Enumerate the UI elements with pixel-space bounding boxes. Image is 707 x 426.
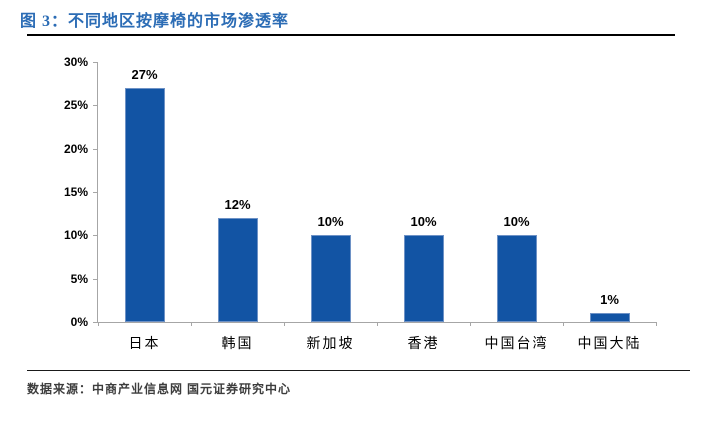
bar-column: 10% 新加坡 <box>284 62 377 352</box>
data-source-note: 数据来源：中商产业信息网 国元证券研究中心 <box>27 382 292 396</box>
bar <box>310 235 351 322</box>
y-axis-tick <box>93 148 98 150</box>
y-axis-tick <box>93 192 98 193</box>
bar-column: 27% 日本 <box>98 62 191 352</box>
y-axis-tick <box>93 278 98 280</box>
bar <box>496 235 537 322</box>
x-axis-tick <box>191 322 192 326</box>
bar-value-label: 10% <box>503 214 530 230</box>
bar-value-label: 1% <box>600 292 619 308</box>
category-label: 中国台湾 <box>484 337 549 352</box>
bar-value-label: 10% <box>317 214 344 230</box>
bar-column: 12% 韩国 <box>191 62 284 352</box>
y-tick-label: 15% <box>63 185 88 199</box>
bar <box>124 88 165 322</box>
y-tick-label: 5% <box>70 271 88 286</box>
x-axis-tick <box>284 322 285 326</box>
header-rule <box>27 34 675 36</box>
footer-rule <box>27 370 690 371</box>
y-axis-tick <box>93 322 98 323</box>
chart-title: 图 3：不同地区按摩椅的市场渗透率 <box>20 13 290 30</box>
y-tick-label: 30% <box>63 55 88 69</box>
category-label: 日本 <box>128 337 161 352</box>
category-label: 香港 <box>407 337 440 352</box>
bar-column: 10% 香港 <box>377 62 470 352</box>
category-label: 中国大陆 <box>577 337 642 352</box>
bar-value-label: 12% <box>224 197 251 212</box>
x-axis-tick <box>656 322 657 326</box>
y-tick-label: 10% <box>63 228 88 243</box>
y-tick-label: 25% <box>63 98 88 113</box>
bar <box>403 235 444 322</box>
x-axis-tick <box>98 322 99 326</box>
x-axis-tick <box>470 322 471 326</box>
y-tick-label: 0% <box>70 315 88 329</box>
bar-value-label: 27% <box>131 67 158 82</box>
y-axis-tick <box>93 62 98 63</box>
y-tick-label: 20% <box>63 141 88 156</box>
bar-column: 1% 中国大陆 <box>563 62 656 352</box>
plot-area: 30% 25% 20% 15% 10% 5% 0% 27% 日本 12% 韩国 10% 新加坡 10% 香港… <box>64 55 657 352</box>
bar-value-label: 10% <box>410 214 437 230</box>
y-axis-tick <box>93 235 98 237</box>
bar-column: 10% 中国台湾 <box>470 62 563 352</box>
bar <box>217 218 258 322</box>
x-axis-tick <box>377 322 378 326</box>
category-label: 韩国 <box>221 337 254 352</box>
x-axis-tick <box>563 322 564 326</box>
category-label: 新加坡 <box>306 337 355 352</box>
y-axis-tick <box>93 105 98 107</box>
bar <box>589 313 630 322</box>
